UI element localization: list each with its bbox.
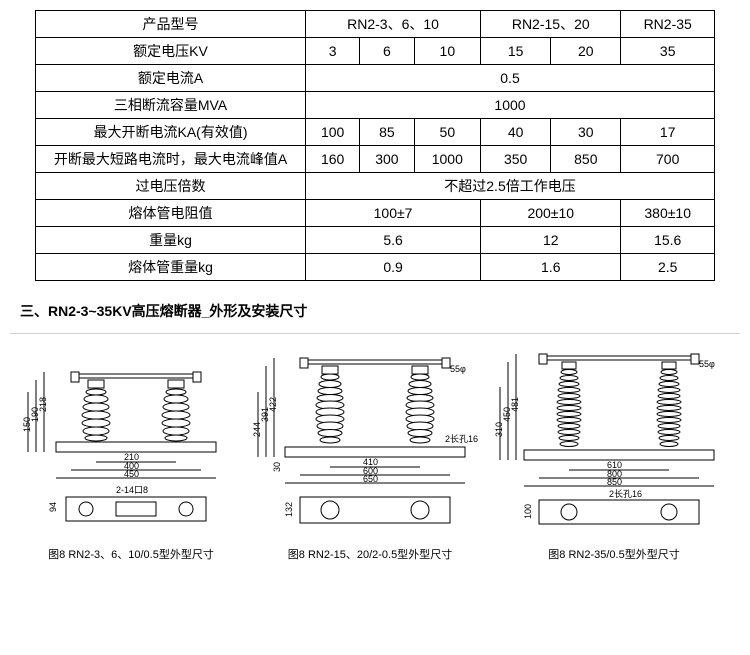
row-label: 过电压倍数: [36, 173, 306, 200]
cell: 10: [414, 38, 481, 65]
svg-text:244: 244: [252, 422, 262, 437]
cell: 700: [621, 146, 715, 173]
cell: 0.5: [306, 65, 715, 92]
diagram-3-svg: 481 450 310 55φ 2长孔16 610 800 850 100: [494, 342, 734, 542]
diagram-1: 218 190 150 210 400 450 2-14口8 94 图8 RN2…: [16, 342, 246, 562]
table-row: 开断最大短路电流时，最大电流峰值A 160 300 1000 350 850 7…: [36, 146, 715, 173]
svg-text:850: 850: [607, 477, 622, 487]
cell: 12: [481, 227, 621, 254]
cell: 20: [551, 38, 621, 65]
table-row: 重量kg 5.6 12 15.6: [36, 227, 715, 254]
cell: 200±10: [481, 200, 621, 227]
table-row: 过电压倍数 不超过2.5倍工作电压: [36, 173, 715, 200]
cell: 50: [414, 119, 481, 146]
row-label: 熔体管重量kg: [36, 254, 306, 281]
row-label: 最大开断电流KA(有效值): [36, 119, 306, 146]
svg-text:2-14口8: 2-14口8: [116, 485, 148, 495]
cell: RN2-15、20: [481, 11, 621, 38]
table-row: 熔体管电阻值 100±7 200±10 380±10: [36, 200, 715, 227]
cell: 0.9: [306, 254, 481, 281]
cell: 17: [621, 119, 715, 146]
svg-text:2长孔16: 2长孔16: [609, 488, 642, 499]
cell: 6: [360, 38, 414, 65]
diagram-1-svg: 218 190 150 210 400 450 2-14口8 94: [16, 342, 246, 542]
row-label: 产品型号: [36, 11, 306, 38]
cell: 15: [481, 38, 551, 65]
cell: 100±7: [306, 200, 481, 227]
cell: 1000: [414, 146, 481, 173]
cell: 5.6: [306, 227, 481, 254]
table-row: 熔体管重量kg 0.9 1.6 2.5: [36, 254, 715, 281]
cell: 1000: [306, 92, 715, 119]
row-label: 额定电流A: [36, 65, 306, 92]
diagram-2: 422 391 244 55φ 2长孔16 30 410 600 650 132…: [250, 342, 490, 562]
svg-text:55φ: 55φ: [699, 359, 715, 369]
cell: 300: [360, 146, 414, 173]
diagram-2-caption: 图8 RN2-15、20/2-0.5型外型尺寸: [288, 546, 452, 562]
svg-text:2长孔16: 2长孔16: [445, 433, 478, 444]
table-row: 额定电压KV 3 6 10 15 20 35: [36, 38, 715, 65]
row-label: 额定电压KV: [36, 38, 306, 65]
cell: 30: [551, 119, 621, 146]
svg-text:450: 450: [502, 407, 512, 422]
svg-text:94: 94: [48, 502, 58, 512]
table-row: 三相断流容量MVA 1000: [36, 92, 715, 119]
table-row: 额定电流A 0.5: [36, 65, 715, 92]
cell: 100: [306, 119, 360, 146]
cell: 85: [360, 119, 414, 146]
svg-text:100: 100: [523, 504, 533, 519]
table-row: 产品型号 RN2-3、6、10 RN2-15、20 RN2-35: [36, 11, 715, 38]
cell: 2.5: [621, 254, 715, 281]
diagram-3: 481 450 310 55φ 2长孔16 610 800 850 100 图8…: [494, 342, 734, 562]
cell: 350: [481, 146, 551, 173]
row-label: 熔体管电阻值: [36, 200, 306, 227]
cell: 160: [306, 146, 360, 173]
cell: 1.6: [481, 254, 621, 281]
table-row: 最大开断电流KA(有效值) 100 85 50 40 30 17: [36, 119, 715, 146]
cell: 3: [306, 38, 360, 65]
svg-text:310: 310: [494, 422, 504, 437]
svg-text:55φ: 55φ: [450, 364, 466, 374]
cell: 850: [551, 146, 621, 173]
diagrams-row: 218 190 150 210 400 450 2-14口8 94 图8 RN2…: [10, 333, 740, 562]
svg-text:132: 132: [284, 502, 294, 517]
diagram-2-svg: 422 391 244 55φ 2长孔16 30 410 600 650 132: [250, 342, 490, 542]
section-heading: 三、RN2-3~35KV高压熔断器_外形及安装尺寸: [20, 301, 740, 321]
row-label: 重量kg: [36, 227, 306, 254]
row-label: 开断最大短路电流时，最大电流峰值A: [36, 146, 306, 173]
cell: RN2-3、6、10: [306, 11, 481, 38]
cell: 380±10: [621, 200, 715, 227]
svg-text:650: 650: [363, 474, 378, 484]
cell: 15.6: [621, 227, 715, 254]
cell: 不超过2.5倍工作电压: [306, 173, 715, 200]
cell: 35: [621, 38, 715, 65]
svg-text:30: 30: [272, 462, 282, 472]
svg-text:150: 150: [22, 417, 32, 432]
diagram-3-caption: 图8 RN2-35/0.5型外型尺寸: [548, 546, 679, 562]
row-label: 三相断流容量MVA: [36, 92, 306, 119]
diagram-1-caption: 图8 RN2-3、6、10/0.5型外型尺寸: [48, 546, 214, 562]
spec-table: 产品型号 RN2-3、6、10 RN2-15、20 RN2-35 额定电压KV …: [35, 10, 715, 281]
cell: RN2-35: [621, 11, 715, 38]
cell: 40: [481, 119, 551, 146]
svg-text:391: 391: [260, 407, 270, 422]
svg-text:450: 450: [124, 469, 139, 479]
